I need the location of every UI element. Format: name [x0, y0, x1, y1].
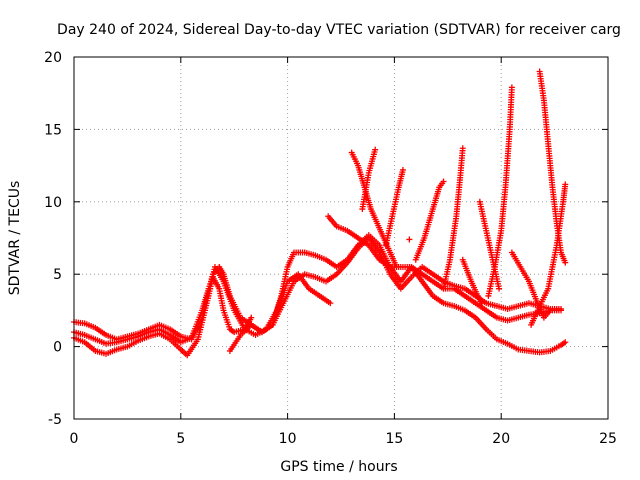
y-axis-label: SDTVAR / TECUs [7, 181, 23, 296]
series-track-17 [528, 181, 569, 328]
x-tick-label: 0 [70, 431, 79, 447]
x-axis-label: GPS time / hours [280, 459, 397, 475]
chart-title: Day 240 of 2024, Sidereal Day-to-day VTE… [57, 22, 621, 38]
data-point [393, 263, 400, 270]
series-track-5 [325, 213, 569, 356]
series-track-4 [226, 235, 565, 354]
data-point [558, 305, 565, 312]
data-point [406, 236, 413, 243]
data-point [562, 181, 569, 188]
y-tick-label: 5 [53, 267, 62, 283]
data-point [547, 307, 554, 314]
tick-labels: 0 5 10 15 20 25 -5 0 5 10 15 20 [44, 50, 617, 447]
data-point [459, 145, 466, 152]
x-tick-label: 10 [279, 431, 297, 447]
data-point [508, 84, 515, 91]
y-tick-label: 20 [44, 50, 62, 66]
y-tick-label: 0 [53, 340, 62, 356]
series-track-6 [348, 149, 400, 270]
series-track-8 [382, 166, 406, 249]
plot-frame [73, 56, 609, 420]
data-point [496, 285, 503, 292]
data-point [562, 259, 569, 266]
x-tick-label: 20 [492, 431, 510, 447]
data-point [440, 178, 447, 185]
series-track-10 [412, 178, 447, 263]
x-tick-label: 25 [599, 431, 617, 447]
series-track-14 [485, 84, 515, 299]
y-tick-label: 15 [44, 122, 62, 138]
data-point [399, 166, 406, 173]
data-point [372, 146, 379, 153]
data-points [71, 68, 569, 359]
series-track-13 [459, 256, 485, 307]
data-point [327, 300, 334, 307]
axis-ticks [73, 56, 609, 420]
series-track-16 [536, 68, 569, 266]
x-tick-label: 15 [385, 431, 403, 447]
data-point [478, 300, 485, 307]
series-track-11 [440, 145, 466, 292]
series-track-15 [508, 249, 554, 321]
series-track-7 [359, 146, 379, 213]
data-point [562, 339, 569, 346]
y-tick-label: -5 [48, 412, 62, 428]
y-tick-label: 10 [44, 195, 62, 211]
series-track-9 [406, 236, 413, 243]
data-point [248, 314, 255, 321]
grid [74, 57, 608, 419]
x-tick-label: 5 [176, 431, 185, 447]
